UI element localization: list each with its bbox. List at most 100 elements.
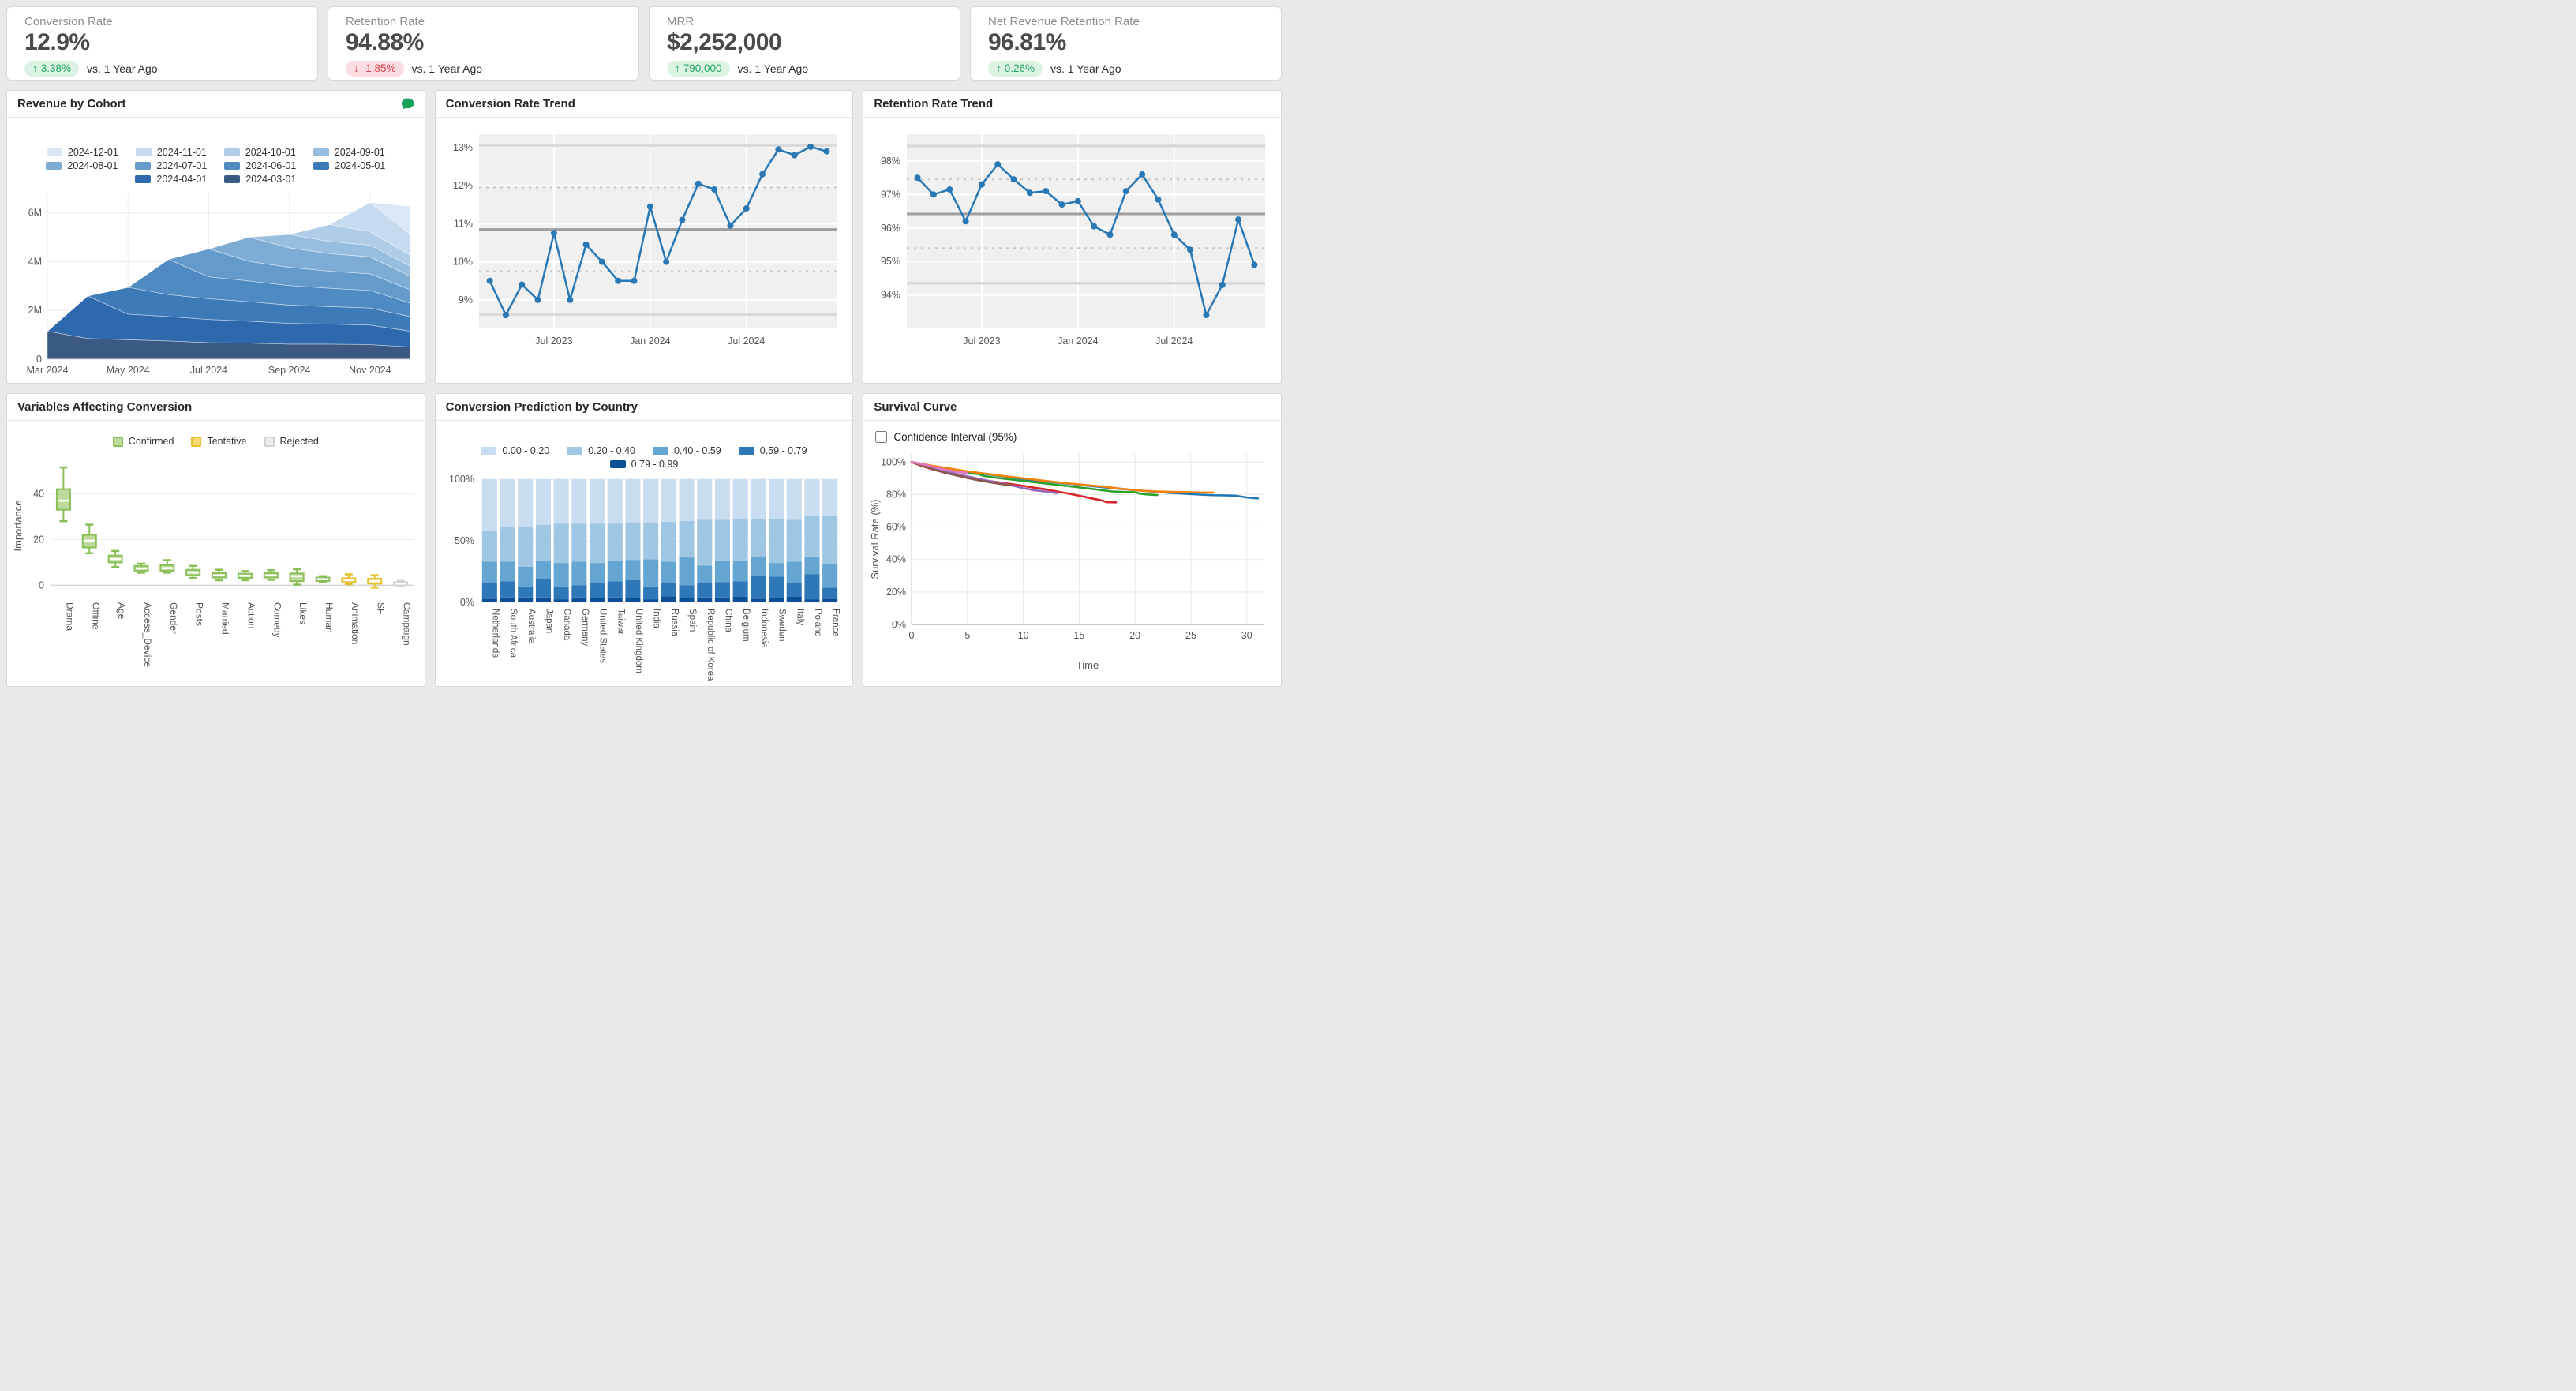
svg-text:Drama: Drama xyxy=(64,602,75,631)
legend-item[interactable]: 0.40 - 0.59 xyxy=(652,445,721,456)
legend-swatch xyxy=(224,162,241,170)
legend-item[interactable]: Tentative xyxy=(191,436,247,447)
legend-label: 2024-04-01 xyxy=(156,174,208,185)
svg-text:50%: 50% xyxy=(455,535,474,546)
box-plot-svg: 0 20 40 Importance Drama Offline Age Access_Dev… xyxy=(12,466,414,667)
legend-item[interactable]: 0.20 - 0.40 xyxy=(567,445,635,456)
svg-text:Republic of Korea: Republic of Korea xyxy=(705,609,714,681)
legend-item[interactable]: 2024-11-01 xyxy=(135,147,207,158)
legend-item[interactable]: 2024-03-01 xyxy=(224,174,296,185)
legend-swatch xyxy=(738,447,754,455)
kpi-value: 96.81% xyxy=(988,29,1066,55)
svg-text:Poland: Poland xyxy=(813,609,822,637)
legend-item[interactable]: 2024-05-01 xyxy=(313,160,385,171)
legend-swatch xyxy=(313,148,329,156)
kpi-delta-badge: ↑ 0.26% xyxy=(988,61,1043,77)
svg-text:France: France xyxy=(830,609,840,637)
svg-text:30: 30 xyxy=(1241,630,1252,641)
svg-text:Married: Married xyxy=(220,602,231,635)
svg-text:12%: 12% xyxy=(453,180,473,191)
svg-text:Jul 2024: Jul 2024 xyxy=(728,336,765,347)
svg-text:10%: 10% xyxy=(453,257,473,268)
legend-item[interactable]: 2024-09-01 xyxy=(313,147,385,158)
kpi-value: 94.88% xyxy=(346,29,424,55)
revenue-by-cohort-chart[interactable]: 2024-12-01 2024-11-01 2024-10-01 2024-09-01… xyxy=(7,118,425,383)
country-bars-svg: 0% 50% 100% Netherlands South Africa Australi… xyxy=(449,474,841,681)
svg-text:SF: SF xyxy=(376,602,387,614)
legend-item[interactable]: 2024-04-01 xyxy=(135,174,207,185)
svg-text:Gender: Gender xyxy=(168,602,179,634)
conversion-rate-trend-chart[interactable]: 9% 10% 11% 12% 13% Jul 2023 Jan 2024 Jul 2024 xyxy=(436,118,853,383)
legend-swatch xyxy=(652,447,668,455)
legend-item[interactable]: 2024-06-01 xyxy=(224,160,296,171)
analytics-dashboard: Conversion Rate 12.9% ↑ 3.38% vs. 1 Year … xyxy=(0,0,1288,696)
svg-text:Canada: Canada xyxy=(562,609,571,641)
svg-text:0: 0 xyxy=(36,354,42,365)
svg-text:Jul 2023: Jul 2023 xyxy=(535,336,572,347)
svg-text:0%: 0% xyxy=(460,597,474,608)
legend-swatch xyxy=(264,436,275,447)
svg-text:Jul 2024: Jul 2024 xyxy=(1155,336,1193,347)
kpi-comparison-label: vs. 1 Year Ago xyxy=(737,62,809,75)
kpi-card-net-revenue-retention: Net Revenue Retention Rate 96.81% ↑ 0.26%… xyxy=(970,6,1282,81)
svg-text:60%: 60% xyxy=(886,522,906,533)
legend-label: Rejected xyxy=(279,436,319,447)
kpi-delta-value: -1.85% xyxy=(361,62,396,74)
svg-text:25: 25 xyxy=(1185,630,1196,641)
kpi-delta-badge: ↑ 790,000 xyxy=(667,61,730,77)
legend-item[interactable]: 0.59 - 0.79 xyxy=(738,445,807,456)
svg-text:Sep 2024: Sep 2024 xyxy=(268,365,311,376)
svg-text:Jan 2024: Jan 2024 xyxy=(630,336,670,347)
kpi-label: MRR xyxy=(667,15,695,28)
legend-item[interactable]: Confirmed xyxy=(112,436,174,447)
legend-label: 0.59 - 0.79 xyxy=(759,445,807,456)
conversion-prediction-by-country-chart[interactable]: 0.00 - 0.20 0.20 - 0.40 0.40 - 0.59 0.59 - … xyxy=(436,421,853,686)
svg-text:9%: 9% xyxy=(459,294,473,306)
svg-text:11%: 11% xyxy=(454,218,473,229)
arrow-up-icon: ↑ xyxy=(996,62,1002,74)
svg-text:Japan: Japan xyxy=(544,609,553,633)
legend-swatch xyxy=(481,447,497,455)
legend-swatch xyxy=(135,175,152,183)
svg-text:United Kingdom: United Kingdom xyxy=(634,609,643,673)
svg-text:40%: 40% xyxy=(886,554,906,565)
svg-text:Campaign: Campaign xyxy=(402,602,413,646)
legend-swatch xyxy=(191,436,202,447)
legend-label: 2024-12-01 xyxy=(67,147,118,158)
svg-text:Belgium: Belgium xyxy=(741,609,751,642)
variables-affecting-conversion-chart[interactable]: Confirmed Tentative Rejected 0 20 40 Importanc… xyxy=(7,421,425,686)
panel-variables-affecting-conversion: Variables Affecting Conversion Confirmed… xyxy=(6,393,425,687)
svg-text:Posts: Posts xyxy=(194,602,205,626)
legend-label: Tentative xyxy=(207,436,247,447)
svg-text:0%: 0% xyxy=(892,619,906,630)
legend-item[interactable]: 0.79 - 0.99 xyxy=(609,459,678,470)
legend-swatch xyxy=(46,148,62,156)
legend-label: 2024-10-01 xyxy=(245,147,296,158)
svg-text:Offline: Offline xyxy=(90,602,101,630)
legend-item[interactable]: 2024-08-01 xyxy=(46,160,118,171)
panel-conversion-rate-trend: Conversion Rate Trend 9% 10% 11% 12% 13% Jul … xyxy=(434,90,854,384)
svg-text:98%: 98% xyxy=(881,156,900,167)
survival-curve-chart[interactable]: 0 5 10 15 20 25 30 0% 20% 40% 60% 80% 100% Time Surviv… xyxy=(867,446,1277,681)
retention-rate-trend-chart[interactable]: 94% 95% 96% 97% 98% Jul 2023 Jan 2024 Jul 2024 xyxy=(863,118,1281,383)
kpi-delta-value: 790,000 xyxy=(683,62,722,74)
svg-text:0: 0 xyxy=(909,630,915,641)
comment-icon[interactable] xyxy=(401,98,414,110)
svg-text:97%: 97% xyxy=(881,189,900,200)
legend-item[interactable]: 2024-07-01 xyxy=(135,160,207,171)
legend-item[interactable]: 2024-12-01 xyxy=(46,147,118,158)
legend-swatch xyxy=(224,175,241,183)
confidence-interval-checkbox[interactable] xyxy=(875,431,888,443)
legend-item[interactable]: Rejected xyxy=(264,436,319,447)
svg-text:India: India xyxy=(651,609,661,629)
legend-item[interactable]: 0.00 - 0.20 xyxy=(481,445,549,456)
arrow-up-icon: ↑ xyxy=(32,62,38,74)
svg-text:20: 20 xyxy=(33,534,44,545)
legend-swatch xyxy=(567,447,583,455)
svg-text:Survival Rate (%): Survival Rate (%) xyxy=(869,499,881,579)
legend-item[interactable]: 2024-10-01 xyxy=(223,147,296,158)
legend-label: 2024-11-01 xyxy=(156,147,207,158)
kpi-card-conversion-rate: Conversion Rate 12.9% ↑ 3.38% vs. 1 Year … xyxy=(6,6,318,81)
svg-text:Sweden: Sweden xyxy=(777,609,786,642)
svg-text:Jan 2024: Jan 2024 xyxy=(1058,336,1098,347)
